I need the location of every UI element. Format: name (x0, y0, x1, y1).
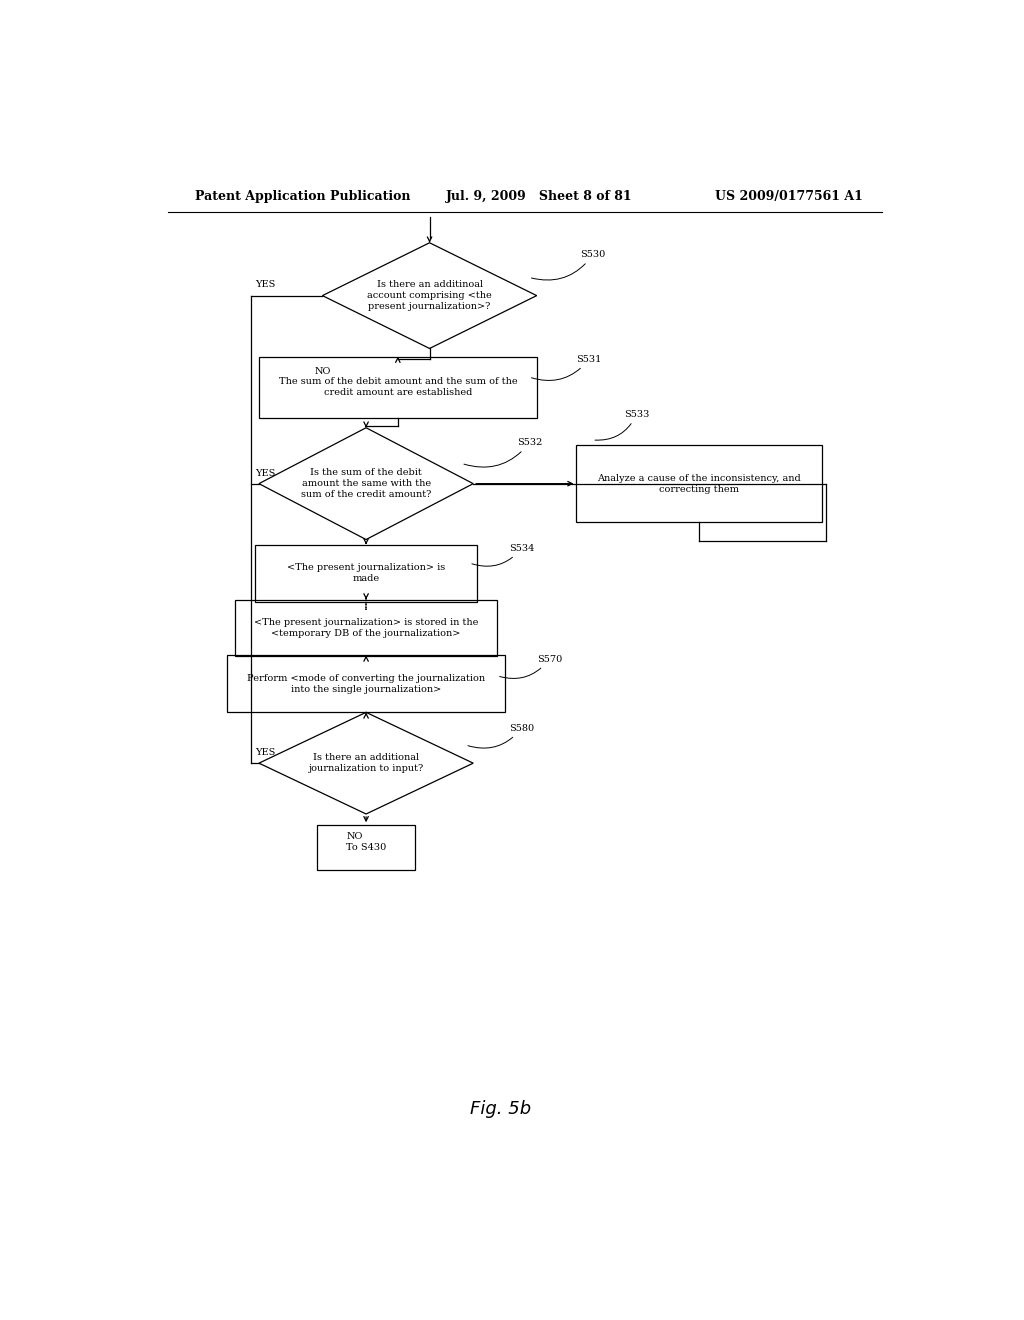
Bar (236, 599, 497, 656)
Text: S534: S534 (472, 544, 535, 566)
Text: NO: NO (346, 833, 362, 841)
Bar (316, 825, 416, 870)
Text: US 2009/0177561 A1: US 2009/0177561 A1 (715, 190, 863, 202)
Text: Patent Application Publication: Patent Application Publication (196, 190, 411, 202)
Text: S533: S533 (595, 409, 649, 440)
Text: S530: S530 (531, 249, 605, 280)
Text: S531: S531 (531, 355, 602, 380)
Text: The sum of the debit amount and the sum of the
credit amount are established: The sum of the debit amount and the sum … (279, 378, 517, 397)
Text: S570: S570 (500, 655, 562, 678)
Bar (259, 356, 537, 417)
Bar (227, 656, 505, 713)
Text: Jul. 9, 2009   Sheet 8 of 81: Jul. 9, 2009 Sheet 8 of 81 (445, 190, 632, 202)
Text: <The present journalization> is stored in the
<temporary DB of the journalizatio: <The present journalization> is stored i… (254, 618, 478, 638)
Text: YES: YES (255, 469, 275, 478)
Text: S580: S580 (468, 723, 535, 748)
Text: Is the sum of the debit
amount the same with the
sum of the credit amount?: Is the sum of the debit amount the same … (301, 469, 431, 499)
Text: Analyze a cause of the inconsistency, and
correcting them: Analyze a cause of the inconsistency, an… (598, 474, 801, 494)
Text: YES: YES (255, 280, 275, 289)
Text: Fig. 5b: Fig. 5b (470, 1100, 531, 1118)
Text: Is there an additinoal
account comprising <the
present journalization>?: Is there an additinoal account comprisin… (368, 280, 492, 312)
Text: NO: NO (314, 367, 331, 376)
Text: <The present journalization> is
made: <The present journalization> is made (287, 564, 445, 583)
Text: Is there an additional
journalization to input?: Is there an additional journalization to… (308, 754, 424, 774)
Text: Perform <mode of converting the journalization
into the single journalization>: Perform <mode of converting the journali… (247, 673, 485, 694)
Text: To S430: To S430 (346, 843, 386, 851)
Text: S532: S532 (464, 438, 543, 467)
Bar (577, 445, 822, 523)
Text: YES: YES (255, 748, 275, 758)
Bar (255, 545, 477, 602)
